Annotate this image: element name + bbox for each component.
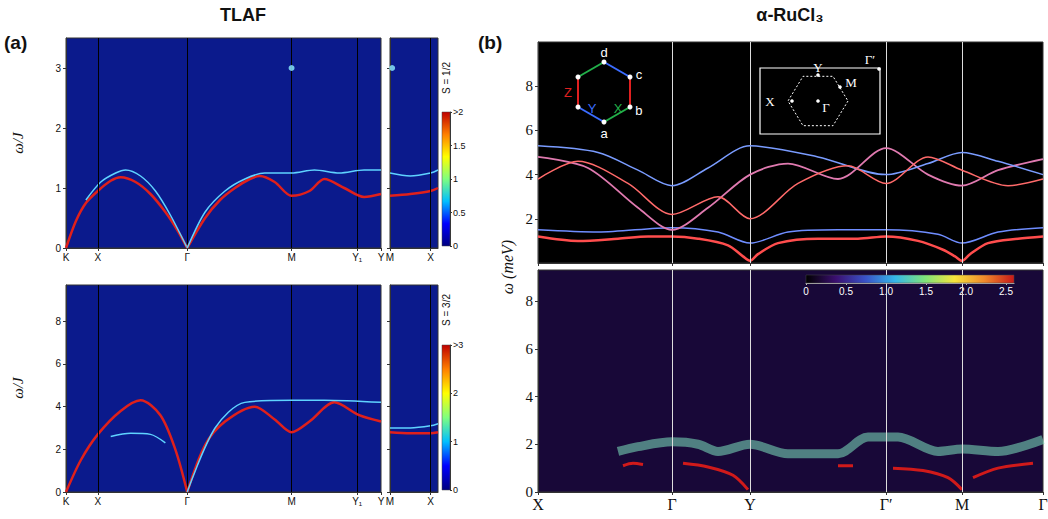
svg-text:>3: >3 xyxy=(453,340,463,350)
svg-text:1: 1 xyxy=(453,437,458,447)
svg-text:X: X xyxy=(532,496,544,513)
svg-text:TLAF: TLAF xyxy=(220,5,266,25)
svg-text:Y: Y xyxy=(744,496,756,513)
svg-text:2.5: 2.5 xyxy=(999,286,1013,297)
svg-text:Γ: Γ xyxy=(184,496,190,507)
svg-text:Γ′: Γ′ xyxy=(880,496,893,513)
svg-text:Y₁: Y₁ xyxy=(352,496,363,507)
svg-text:(b): (b) xyxy=(478,32,502,53)
svg-text:Z: Z xyxy=(564,85,572,100)
svg-text:ω/J: ω/J xyxy=(10,131,26,154)
svg-text:X: X xyxy=(427,252,434,263)
svg-text:Γ: Γ xyxy=(822,100,830,115)
svg-text:4: 4 xyxy=(526,389,534,405)
svg-text:6: 6 xyxy=(55,358,61,369)
svg-text:Γ: Γ xyxy=(667,496,676,513)
svg-text:8: 8 xyxy=(526,78,534,94)
svg-text:Γ: Γ xyxy=(184,252,190,263)
svg-text:a: a xyxy=(600,126,608,141)
svg-text:S = 1/2: S = 1/2 xyxy=(441,62,452,94)
svg-text:M: M xyxy=(386,252,394,263)
svg-text:(a): (a) xyxy=(4,32,27,53)
svg-text:2.0: 2.0 xyxy=(959,286,973,297)
svg-text:M: M xyxy=(845,75,857,90)
svg-text:0: 0 xyxy=(55,243,61,254)
svg-text:0: 0 xyxy=(803,286,809,297)
svg-text:0: 0 xyxy=(55,487,61,498)
svg-text:4: 4 xyxy=(526,167,534,183)
svg-text:S = 3/2: S = 3/2 xyxy=(441,294,452,326)
svg-text:K: K xyxy=(63,252,70,263)
svg-text:6: 6 xyxy=(526,341,534,357)
svg-text:0: 0 xyxy=(525,484,533,500)
svg-text:X: X xyxy=(765,94,775,109)
svg-text:2: 2 xyxy=(55,123,61,134)
svg-text:2: 2 xyxy=(526,436,534,452)
svg-text:0.5: 0.5 xyxy=(839,286,853,297)
svg-text:d: d xyxy=(600,45,607,60)
svg-text:M: M xyxy=(955,496,969,513)
svg-text:1.5: 1.5 xyxy=(919,286,933,297)
svg-text:c: c xyxy=(636,67,643,82)
svg-text:8: 8 xyxy=(526,293,534,309)
svg-text:X: X xyxy=(614,101,623,116)
svg-text:K: K xyxy=(63,496,70,507)
svg-text:ω (meV): ω (meV) xyxy=(499,240,517,294)
svg-text:ω/J: ω/J xyxy=(10,376,26,399)
svg-text:Y: Y xyxy=(378,496,385,507)
svg-text:2: 2 xyxy=(55,444,61,455)
svg-text:Y₁: Y₁ xyxy=(352,252,363,263)
svg-text:8: 8 xyxy=(55,316,61,327)
svg-text:M: M xyxy=(287,496,295,507)
svg-text:4: 4 xyxy=(55,401,61,412)
svg-text:M: M xyxy=(287,252,295,263)
svg-text:>2: >2 xyxy=(453,107,463,117)
svg-text:6: 6 xyxy=(526,122,534,138)
svg-text:X: X xyxy=(427,496,434,507)
svg-text:α-RuCl₃: α-RuCl₃ xyxy=(756,5,823,25)
svg-text:Y: Y xyxy=(378,252,385,263)
svg-text:X: X xyxy=(94,252,101,263)
svg-text:1.0: 1.0 xyxy=(879,285,893,297)
svg-text:b: b xyxy=(635,103,642,118)
svg-text:2: 2 xyxy=(526,211,534,227)
svg-text:X: X xyxy=(94,496,101,507)
svg-text:2: 2 xyxy=(453,388,458,398)
svg-text:1.5: 1.5 xyxy=(453,141,466,151)
svg-text:M: M xyxy=(386,496,394,507)
svg-text:0: 0 xyxy=(453,485,458,495)
svg-text:1: 1 xyxy=(55,183,61,194)
svg-text:0.5: 0.5 xyxy=(453,208,466,218)
svg-text:3: 3 xyxy=(55,63,61,74)
svg-text:Y: Y xyxy=(813,60,823,75)
svg-text:Γ: Γ xyxy=(1038,496,1047,513)
svg-text:Γ′: Γ′ xyxy=(865,52,876,67)
svg-text:0: 0 xyxy=(453,241,458,251)
svg-text:Y: Y xyxy=(588,101,597,116)
svg-text:1: 1 xyxy=(453,174,458,184)
